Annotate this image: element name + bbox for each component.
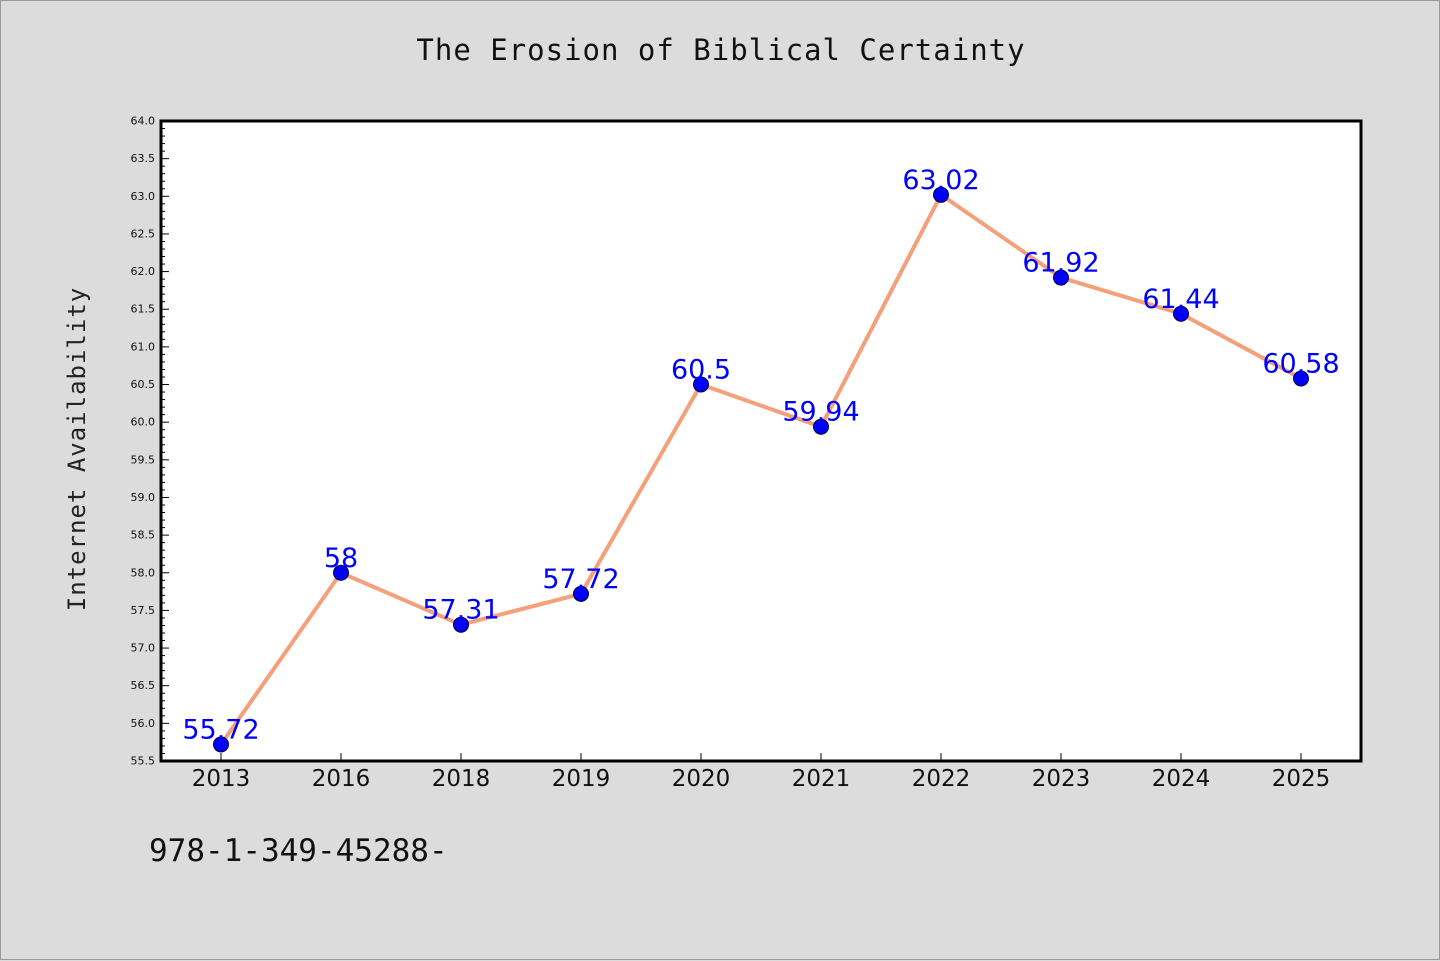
data-point [333, 564, 349, 581]
data-label: 60.5 [671, 355, 731, 386]
footnote-text: 978-1-349-45288- [149, 833, 448, 869]
data-label: 58 [324, 543, 358, 574]
y-tick-label: 60.5 [131, 378, 156, 391]
data-point [1173, 305, 1189, 322]
x-tick-label: 2018 [432, 766, 491, 792]
data-label: 57.31 [422, 595, 499, 626]
x-tick-label: 2023 [1032, 766, 1091, 792]
y-tick-label: 60.0 [131, 416, 156, 429]
data-label: 61.44 [1142, 284, 1219, 315]
data-point [573, 585, 589, 602]
x-tick-label: 2024 [1152, 766, 1211, 792]
y-tick-label: 61.5 [131, 303, 156, 316]
data-point [813, 418, 829, 435]
plot-area [161, 121, 1361, 761]
y-tick-label: 63.5 [131, 152, 156, 165]
data-label: 63.02 [902, 165, 979, 196]
data-label: 61.92 [1022, 248, 1099, 279]
y-tick-label: 56.0 [131, 717, 156, 730]
y-axis-label: Internet Availability [63, 286, 91, 612]
data-point [1053, 269, 1069, 286]
y-tick-label: 58.5 [131, 529, 156, 542]
y-tick-label: 57.0 [131, 642, 156, 655]
data-point [1293, 370, 1309, 387]
data-point [693, 376, 709, 393]
y-tick-label: 64.0 [131, 115, 156, 128]
x-tick-label: 2020 [672, 766, 731, 792]
x-tick-label: 2025 [1272, 766, 1331, 792]
y-tick-label: 56.5 [131, 679, 156, 692]
chart-title: The Erosion of Biblical Certainty [416, 33, 1026, 67]
data-point [933, 186, 949, 203]
data-point [213, 736, 229, 753]
data-point [453, 616, 469, 633]
y-tick-label: 59.0 [131, 491, 156, 504]
x-tick-label: 2019 [552, 766, 611, 792]
data-label: 60.58 [1262, 349, 1339, 380]
y-tick-label: 55.5 [131, 755, 156, 768]
data-label: 57.72 [542, 564, 619, 595]
y-tick-label: 59.5 [131, 453, 156, 466]
y-tick-label: 61.0 [131, 340, 156, 353]
axes-frame [159, 119, 1363, 763]
x-tick-label: 2021 [792, 766, 851, 792]
x-tick-label: 2016 [312, 766, 371, 792]
y-tick-label: 57.5 [131, 604, 156, 617]
y-tick-label: 62.5 [131, 227, 156, 240]
x-tick-label: 2013 [192, 766, 251, 792]
data-label: 55.72 [182, 714, 259, 745]
series-line [219, 192, 1303, 747]
y-tick-label: 63.0 [131, 190, 156, 203]
y-tick-label: 58.0 [131, 566, 156, 579]
data-label: 59.94 [782, 397, 859, 428]
x-tick-label: 2022 [912, 766, 971, 792]
y-tick-label: 62.0 [131, 265, 156, 278]
